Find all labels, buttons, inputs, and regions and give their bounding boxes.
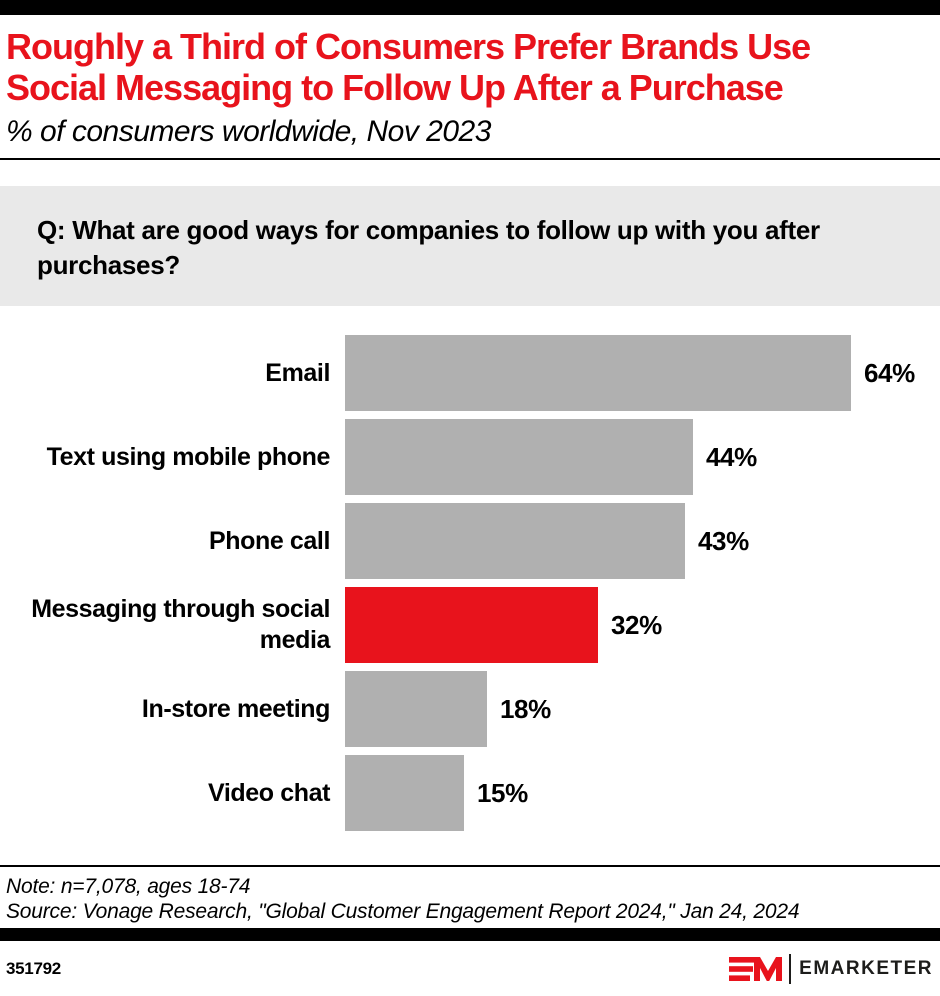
bar-chart: Email 64% Text using mobile phone 44% Phone … <box>0 335 940 831</box>
chart-row: Messaging through social media 32% <box>0 587 940 663</box>
category-label: Phone call <box>208 526 330 555</box>
value-label: 18% <box>500 693 551 724</box>
category-label: Messaging through social media <box>31 595 330 654</box>
em-logo-icon <box>729 956 783 981</box>
chart-row: Text using mobile phone 44% <box>0 419 940 495</box>
value-label: 64% <box>864 357 915 388</box>
brand-name: EMARKETER <box>799 957 933 979</box>
value-label: 44% <box>706 441 757 472</box>
chart-title: Roughly a Third of Consumers Prefer Bran… <box>6 26 811 108</box>
survey-question: Q: What are good ways for companies to f… <box>37 215 820 280</box>
value-label: 32% <box>611 609 662 640</box>
question-box: Q: What are good ways for companies to f… <box>0 186 940 306</box>
note-text: Note: n=7,078, ages 18-74 <box>6 875 251 898</box>
value-label: 15% <box>477 777 528 808</box>
chart-row: Phone call 43% <box>0 503 940 579</box>
bar <box>345 419 693 495</box>
bar <box>345 335 851 411</box>
header-divider <box>0 158 940 160</box>
bar <box>345 671 487 747</box>
chart-row: In-store meeting 18% <box>0 671 940 747</box>
footer: 351792 EMARKETER <box>0 941 940 996</box>
chart-id: 351792 <box>6 958 61 978</box>
category-label: Email <box>265 358 330 387</box>
logo-divider <box>789 953 792 984</box>
bottom-black-bar <box>0 928 940 941</box>
source-text: Source: Vonage Research, "Global Custome… <box>6 900 800 923</box>
chart-subtitle: % of consumers worldwide, Nov 2023 <box>6 115 491 148</box>
value-label: 43% <box>698 525 749 556</box>
bar <box>345 587 598 663</box>
emarketer-logo: EMARKETER <box>729 953 933 984</box>
category-label: In-store meeting <box>141 694 330 723</box>
footnotes: Note: n=7,078, ages 18-74 Source: Vonage… <box>0 867 940 924</box>
category-label: Text using mobile phone <box>46 442 331 471</box>
bar <box>345 503 685 579</box>
top-black-bar <box>0 0 940 15</box>
chart-row: Email 64% <box>0 335 940 411</box>
category-label: Video chat <box>208 778 330 807</box>
chart-row: Video chat 15% <box>0 755 940 831</box>
bar <box>345 755 464 831</box>
header: Roughly a Third of Consumers Prefer Bran… <box>0 15 940 149</box>
footnote-divider <box>0 865 940 867</box>
